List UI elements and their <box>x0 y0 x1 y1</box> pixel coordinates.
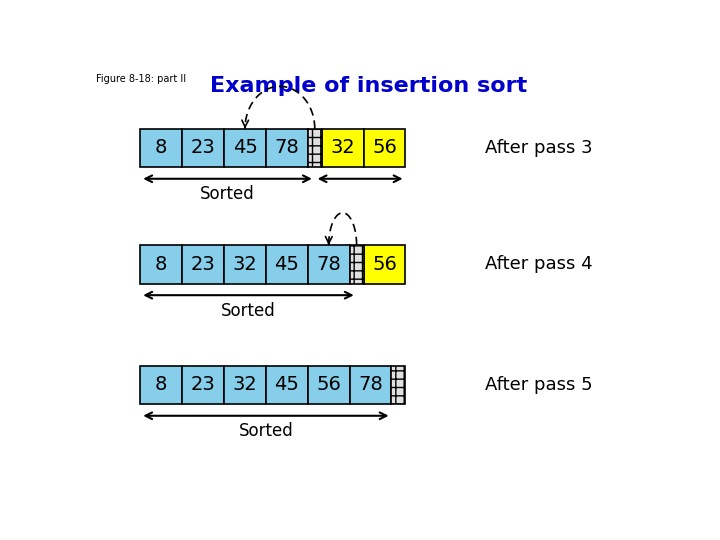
Bar <box>307 366 350 404</box>
Text: 23: 23 <box>191 138 215 158</box>
Bar <box>140 245 182 284</box>
Text: 56: 56 <box>372 255 397 274</box>
Text: Sorted: Sorted <box>200 185 255 203</box>
Text: 23: 23 <box>191 375 215 394</box>
Bar <box>224 129 266 167</box>
Text: 45: 45 <box>274 375 300 394</box>
Text: 32: 32 <box>233 255 257 274</box>
Bar <box>392 366 405 404</box>
Bar <box>182 129 224 167</box>
Text: 45: 45 <box>233 138 258 158</box>
Bar <box>266 129 307 167</box>
Text: Figure 8-18: part II: Figure 8-18: part II <box>96 74 186 84</box>
Bar <box>266 366 307 404</box>
Text: 32: 32 <box>233 375 257 394</box>
Text: 23: 23 <box>191 255 215 274</box>
Text: 45: 45 <box>274 255 300 274</box>
Bar <box>140 366 182 404</box>
Bar <box>307 129 322 167</box>
Bar <box>364 245 405 284</box>
Text: 8: 8 <box>155 138 168 158</box>
Text: 32: 32 <box>330 138 355 158</box>
Bar <box>307 245 350 284</box>
Text: Sorted: Sorted <box>238 422 293 440</box>
Text: 56: 56 <box>316 375 341 394</box>
Text: 78: 78 <box>274 138 300 158</box>
Text: 8: 8 <box>155 255 168 274</box>
Text: After pass 5: After pass 5 <box>485 376 593 394</box>
Bar <box>182 245 224 284</box>
Text: 78: 78 <box>358 375 383 394</box>
Bar <box>140 129 182 167</box>
Bar <box>224 245 266 284</box>
Bar <box>182 366 224 404</box>
Text: 56: 56 <box>372 138 397 158</box>
Text: After pass 4: After pass 4 <box>485 255 593 273</box>
Text: Sorted: Sorted <box>221 301 276 320</box>
Bar <box>350 245 364 284</box>
Bar <box>266 245 307 284</box>
Text: 78: 78 <box>316 255 341 274</box>
Bar <box>364 129 405 167</box>
Bar <box>350 366 392 404</box>
Bar <box>322 129 364 167</box>
Text: 8: 8 <box>155 375 168 394</box>
Text: Example of insertion sort: Example of insertion sort <box>210 76 528 96</box>
Text: After pass 3: After pass 3 <box>485 139 593 157</box>
Bar <box>224 366 266 404</box>
